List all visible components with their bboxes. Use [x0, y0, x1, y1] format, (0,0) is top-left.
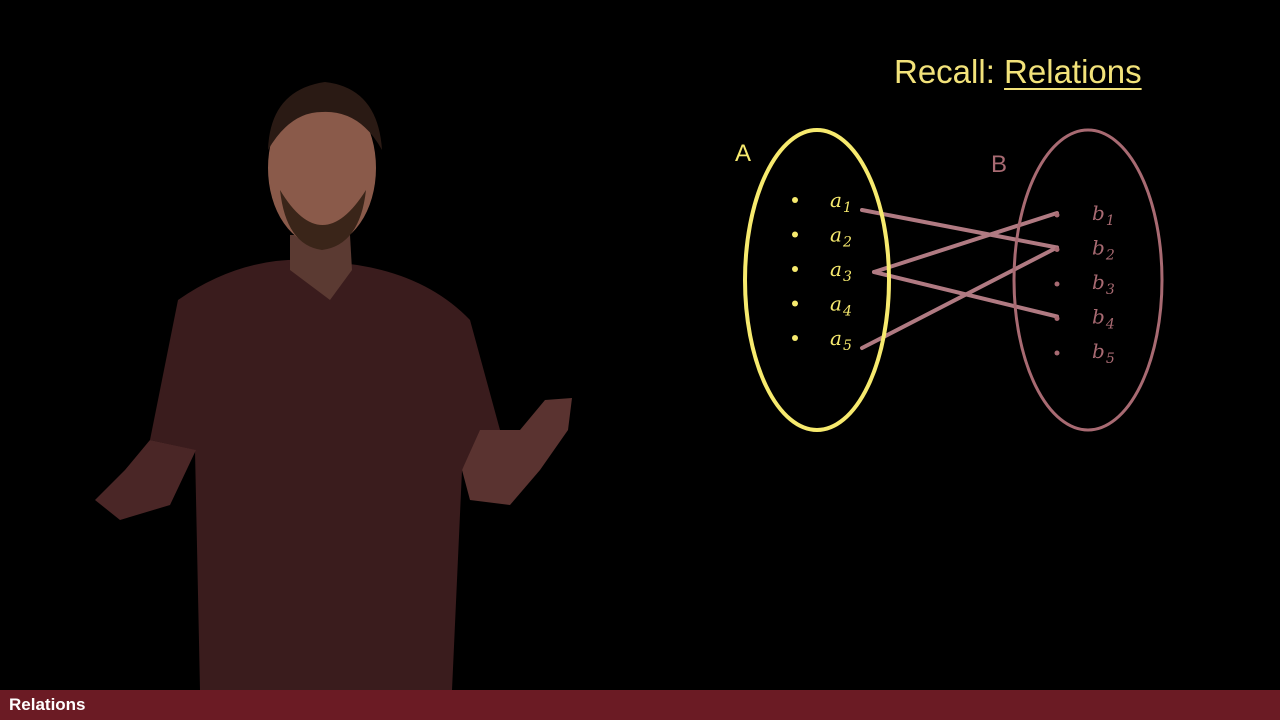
slide-title: Recall: Relations — [894, 52, 1142, 92]
set-a-element-label: a1 — [830, 188, 852, 216]
set-b-element-label: b2 — [1092, 236, 1115, 264]
presenter-shape — [268, 90, 376, 246]
relation-arrow-a3-b1 — [872, 211, 1059, 274]
set-a-elements: a1 a2 a3 a4 a5 — [792, 188, 852, 354]
set-b-element-label: b4 — [1092, 305, 1115, 333]
set-a-element-label: a5 — [830, 326, 852, 354]
set-b-dot — [1054, 316, 1060, 321]
set-a-dot — [792, 197, 798, 203]
set-a-element-label: a3 — [830, 257, 852, 285]
set-a-dot — [792, 300, 798, 307]
set-b-element-label: b3 — [1092, 270, 1115, 298]
lower-third-label: Relations — [9, 695, 86, 714]
set-b-dot — [1054, 281, 1060, 287]
presenter-shape — [268, 82, 382, 150]
presenter-shape — [95, 440, 196, 520]
set-b-element-label: b5 — [1092, 339, 1115, 367]
set-b-dot — [1054, 350, 1060, 356]
set-b-element-label: b1 — [1092, 201, 1115, 229]
set-a-element-label: a4 — [830, 292, 852, 320]
title-main: Relations — [1004, 53, 1142, 90]
set-a-dot — [792, 231, 798, 238]
title-prefix: Recall: — [894, 53, 1005, 90]
lower-third-bar: Relations — [0, 690, 1280, 720]
presenter-shape — [462, 398, 572, 505]
relation-arrows — [860, 208, 1059, 350]
set-b-label: B — [991, 151, 1007, 178]
set-b-dot — [1054, 247, 1060, 252]
relation-arrow-a1-b2 — [860, 208, 1059, 250]
presenter-shape — [150, 259, 500, 690]
set-a-dot — [792, 335, 798, 341]
set-a-dot — [792, 266, 798, 272]
set-a-element-label: a2 — [830, 223, 852, 251]
set-b-dot — [1054, 212, 1060, 218]
presenter-shape — [290, 235, 352, 300]
presenter-shape — [280, 190, 366, 250]
set-b-elements: b1 b2 b3 b4 b5 — [1054, 201, 1115, 367]
set-a-label: A — [735, 140, 751, 167]
relation-arrow-a5-b2 — [860, 245, 1059, 350]
set-b-ellipse — [1012, 128, 1164, 432]
set-a-ellipse — [743, 128, 891, 432]
